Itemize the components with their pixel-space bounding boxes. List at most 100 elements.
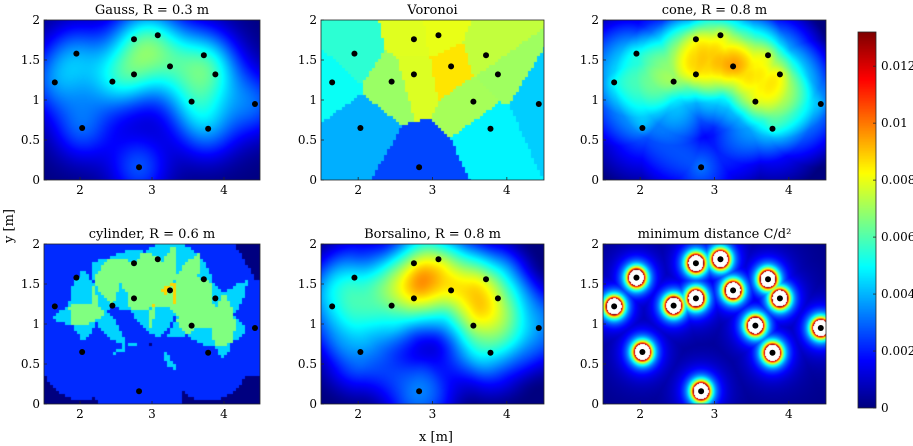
data-point-marker	[776, 71, 783, 78]
data-point-marker	[730, 63, 737, 70]
data-point-marker	[188, 98, 195, 105]
data-point-marker	[79, 349, 86, 355]
heatmap-borsalino	[321, 244, 544, 404]
y-tick-label: 0.5	[580, 133, 599, 147]
data-point-marker	[817, 101, 824, 107]
y-tick-label: 1	[309, 317, 317, 331]
data-point-marker	[136, 164, 143, 171]
heatmap-cone	[603, 20, 826, 180]
data-point-marker	[73, 50, 80, 57]
data-point-marker	[357, 349, 364, 355]
y-tick-label: 0.5	[21, 357, 40, 371]
y-tick-label: 0.5	[21, 133, 40, 147]
data-point-marker	[639, 125, 646, 131]
panel-title: Gauss, R = 0.3 m	[95, 3, 209, 18]
data-point-marker	[487, 125, 494, 132]
x-tick-label: 4	[220, 183, 228, 197]
x-tick-label: 2	[76, 407, 84, 421]
data-point-marker	[692, 71, 699, 78]
data-point-marker	[752, 98, 759, 105]
data-point-marker	[692, 295, 699, 302]
data-point-marker	[670, 78, 677, 85]
data-point-marker	[351, 274, 358, 281]
colorbar-gradient	[858, 32, 876, 408]
data-point-marker	[487, 349, 494, 356]
data-point-marker	[329, 303, 336, 310]
data-point-marker	[154, 32, 161, 39]
data-point-marker	[670, 302, 677, 309]
colorbar-tick-label: 0.012	[881, 59, 913, 73]
x-tick-label: 2	[636, 407, 644, 421]
y-tick-label: 2	[591, 13, 599, 27]
data-point-marker	[109, 78, 116, 85]
data-point-marker	[410, 260, 417, 267]
y-tick-label: 0	[32, 173, 40, 187]
data-point-marker	[410, 295, 417, 302]
data-point-marker	[483, 276, 490, 283]
x-tick-label: 4	[785, 183, 793, 197]
heatmap-voronoi	[321, 20, 544, 180]
panel-cone: cone, R = 0.8 m 2 3 4 0 0.5 1 1.5 2	[580, 3, 827, 197]
data-point-marker	[769, 125, 776, 132]
data-point-marker	[817, 325, 824, 331]
data-point-marker	[200, 52, 207, 59]
colorbar-tick-label: 0.002	[881, 344, 913, 358]
x-tick-label: 2	[76, 183, 84, 197]
y-tick-label: 0	[591, 173, 599, 187]
y-tick-label: 0	[32, 397, 40, 411]
x-tick-label: 2	[354, 183, 362, 197]
data-point-marker	[633, 50, 640, 57]
panel-title: Borsalino, R = 0.8 m	[364, 227, 501, 242]
y-tick-label: 0.5	[298, 357, 317, 371]
y-tick-label: 1.5	[298, 53, 317, 67]
data-point-marker	[435, 32, 442, 39]
y-tick-label: 2	[309, 13, 317, 27]
x-tick-label: 4	[785, 407, 793, 421]
data-point-marker	[212, 71, 219, 78]
data-point-marker	[109, 302, 116, 309]
data-point-marker	[79, 125, 86, 131]
y-tick-label: 0.5	[580, 357, 599, 371]
panel-cylinder: cylinder, R = 0.6 m 2 3 4 0 0.5 1 1.5 2	[21, 227, 261, 421]
data-point-marker	[131, 71, 137, 78]
data-point-marker	[535, 325, 542, 331]
data-point-marker	[698, 388, 705, 395]
y-tick-label: 2	[32, 13, 40, 27]
data-point-marker	[388, 302, 395, 309]
data-point-marker	[416, 164, 423, 171]
y-tick-label: 1.5	[21, 277, 40, 291]
data-point-marker	[200, 276, 207, 283]
data-point-marker	[388, 78, 395, 85]
y-tick-label: 1	[309, 93, 317, 107]
data-point-marker	[410, 71, 417, 78]
data-point-marker	[611, 303, 618, 310]
panel-borsalino: Borsalino, R = 0.8 m 2 3 4 0 0.5 1 1.5 2	[298, 227, 545, 421]
data-point-marker	[639, 349, 646, 355]
data-point-marker	[692, 36, 699, 43]
colorbar-tick-label: 0.008	[881, 173, 913, 187]
colorbar-ticks: 0 0.002 0.004 0.006 0.008 0.01 0.012	[873, 59, 913, 415]
x-tick-label: 4	[503, 407, 511, 421]
data-point-marker	[416, 388, 423, 395]
data-point-marker	[765, 276, 772, 283]
heatmap-mindist	[603, 244, 826, 404]
x-tick-label: 4	[503, 183, 511, 197]
y-tick-label: 2	[32, 237, 40, 251]
colorbar-tick-label: 0.004	[881, 287, 913, 301]
y-tick-label: 0	[591, 397, 599, 411]
x-axis-label: x [m]	[419, 430, 453, 445]
data-point-marker	[698, 164, 705, 171]
data-point-marker	[251, 325, 258, 331]
y-tick-label: 1.5	[21, 53, 40, 67]
data-point-marker	[730, 287, 737, 294]
data-point-marker	[717, 32, 724, 39]
panel-title: minimum distance C/d²	[638, 227, 792, 242]
data-point-marker	[251, 101, 258, 107]
colorbar-tick-label: 0.006	[881, 230, 913, 244]
data-point-marker	[611, 79, 618, 86]
x-tick-label: 3	[711, 407, 719, 421]
y-axis-label: y [m]	[2, 209, 17, 244]
panel-mindist: minimum distance C/d² 2 3 4 0 0.5 1 1.5 2	[580, 227, 827, 421]
data-point-marker	[494, 295, 501, 302]
data-point-marker	[765, 52, 772, 59]
